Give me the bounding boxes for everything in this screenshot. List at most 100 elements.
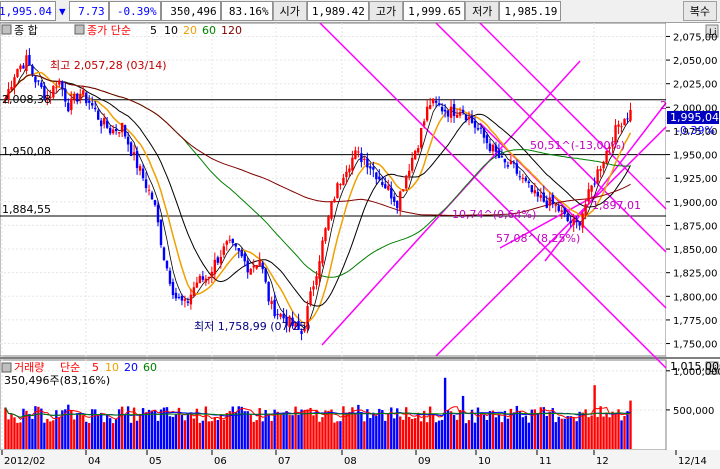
candle-body xyxy=(73,94,76,100)
volume-bar xyxy=(34,406,37,449)
candle-body xyxy=(207,276,211,279)
volume-bar xyxy=(473,422,477,449)
scale-toggle-icon[interactable] xyxy=(705,24,719,38)
candle-body xyxy=(31,65,34,75)
price-tick-label: 2,025,00 xyxy=(673,80,718,91)
candle-body xyxy=(234,243,237,247)
candle-body xyxy=(102,118,106,125)
candle-body xyxy=(491,144,495,152)
x-tick-label: 12 xyxy=(596,456,609,467)
candle-body xyxy=(500,156,504,158)
candle-body xyxy=(405,175,408,189)
candle-body xyxy=(231,239,234,243)
legend-ma120: 120 xyxy=(221,24,242,37)
candle-body xyxy=(524,177,528,181)
volume-bar xyxy=(291,415,294,449)
candle-body xyxy=(572,218,575,225)
candle-body xyxy=(348,168,351,173)
candle-body xyxy=(306,306,309,330)
volume-bar xyxy=(500,422,504,449)
volume-bar xyxy=(539,407,542,449)
candle-body xyxy=(55,87,58,89)
volume-bar xyxy=(452,414,456,449)
candle-body xyxy=(363,158,366,160)
volume-bar xyxy=(97,415,100,449)
candle-body xyxy=(449,106,453,118)
candle-body xyxy=(85,92,88,104)
volume-bar xyxy=(458,409,462,449)
x-tick-label: 06 xyxy=(214,456,227,467)
candle-body xyxy=(318,261,321,279)
volume-legend-type: 단순 xyxy=(60,361,80,374)
candle-body xyxy=(43,85,46,99)
volume-bar xyxy=(611,411,614,449)
volume-bar xyxy=(333,422,336,449)
high-annotation: 최고 2,057,28 (03/14) xyxy=(50,59,167,72)
volume-bar xyxy=(596,416,599,449)
legend-ma-icon[interactable] xyxy=(74,24,85,35)
candle-body xyxy=(575,220,578,223)
volume-bar xyxy=(300,409,303,449)
candle-body xyxy=(503,158,507,163)
volume-bar xyxy=(40,408,43,449)
candle-body xyxy=(342,177,345,185)
volume-bar xyxy=(132,407,136,449)
price-plot-area xyxy=(0,23,667,357)
level-lines xyxy=(0,99,666,217)
x-tick-label: 2012/02 xyxy=(4,456,46,467)
price-y-axis: 2,075,00 2,050,00 2,025,00 2,000,00 1,975,00… xyxy=(666,32,718,351)
candle-body xyxy=(372,167,375,170)
volume-bar xyxy=(216,419,220,449)
volume-bar xyxy=(189,413,193,449)
volume-bar xyxy=(506,418,510,449)
candle-body xyxy=(288,316,291,328)
volume-bar xyxy=(599,406,602,449)
volume-summary: 350,496주(83,16%) xyxy=(4,374,110,387)
volume-bar xyxy=(82,415,85,449)
volume-bar xyxy=(222,419,225,449)
volume-bar xyxy=(10,414,13,449)
candle-body xyxy=(228,239,231,241)
candle-body xyxy=(13,77,16,88)
candle-body xyxy=(189,294,193,305)
candle-body xyxy=(458,111,462,116)
volume-bar xyxy=(626,411,629,449)
volume-scale-toggle-icon[interactable] xyxy=(705,361,719,375)
legend-ma-type: 종가 단순 xyxy=(87,24,131,37)
volume-bar xyxy=(261,421,264,449)
volume-bar xyxy=(512,412,516,449)
candle-body xyxy=(548,197,551,206)
volume-bar xyxy=(7,419,10,449)
volume-bar xyxy=(384,420,387,449)
volume-legend-icon[interactable] xyxy=(1,362,12,373)
volume-bar xyxy=(321,417,324,449)
price-display: 1,995.04 xyxy=(0,1,56,21)
volume-bar xyxy=(416,412,420,449)
legend-collapse-icon[interactable] xyxy=(1,24,12,35)
candle-body xyxy=(321,240,324,264)
candle-body xyxy=(10,86,13,90)
candle-body xyxy=(201,276,205,280)
candle-body xyxy=(387,185,390,190)
candle-body xyxy=(330,201,333,219)
volume-bar xyxy=(55,410,58,449)
candle-body xyxy=(165,260,169,269)
volume-bar xyxy=(88,423,91,449)
volume-bar xyxy=(327,410,330,449)
volume-bar xyxy=(231,406,234,449)
candle-body xyxy=(46,97,49,99)
volume-bar xyxy=(120,406,124,449)
volume-bar xyxy=(4,407,7,449)
quote-header: 1,995.04 ▼ 7.73 -0.39% 350,496 83.16% 시가… xyxy=(0,0,720,23)
candle-body xyxy=(560,210,563,213)
candle-body xyxy=(614,125,617,143)
restore-button[interactable]: 복수 xyxy=(682,1,717,21)
candle-body xyxy=(608,146,611,149)
volume-bar xyxy=(431,413,435,449)
volume-bar xyxy=(390,407,393,449)
volume-bar xyxy=(240,406,243,449)
candle-body xyxy=(25,55,28,72)
volume-bar xyxy=(285,410,288,449)
low-value: 1,985.19 xyxy=(499,1,562,21)
volume-bar xyxy=(108,418,112,449)
